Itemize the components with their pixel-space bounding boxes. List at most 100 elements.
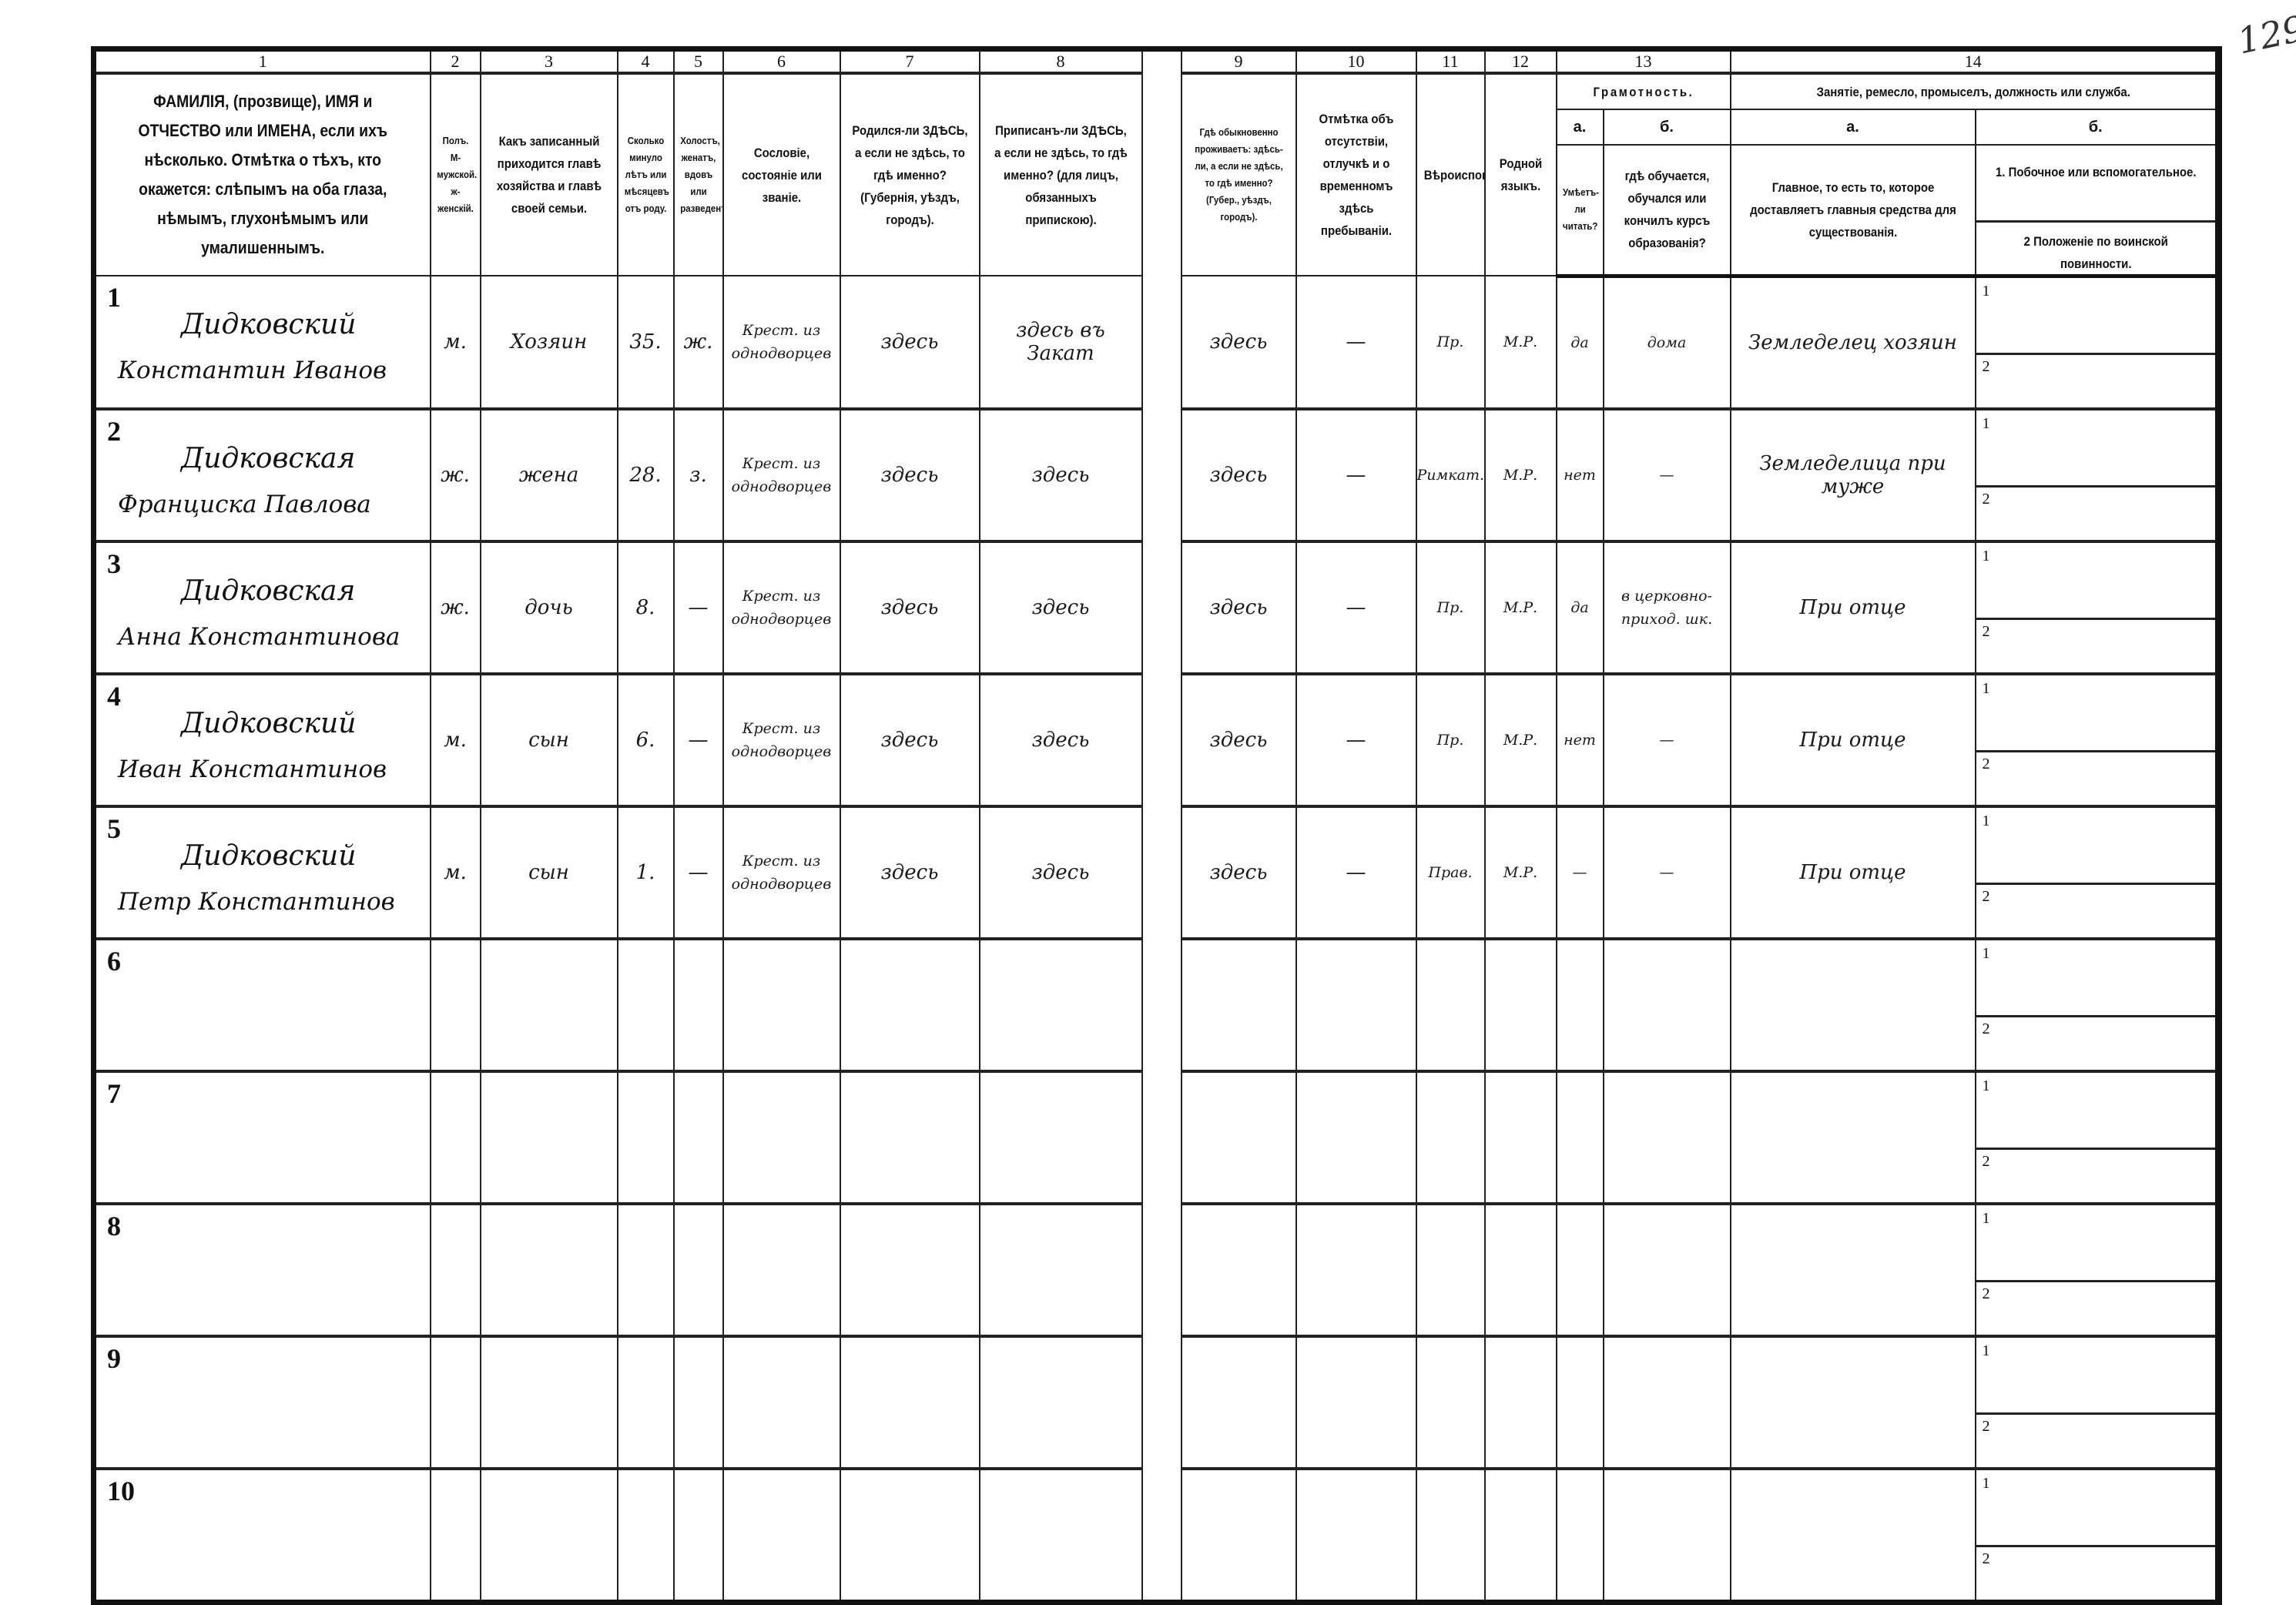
age-cell: 1.	[616, 805, 675, 940]
age-cell: 8.	[616, 540, 675, 675]
absence-cell	[1295, 937, 1417, 1073]
secondary-occupation-cell: 1 2	[1974, 407, 2220, 543]
sex-cell	[429, 1070, 481, 1205]
literacy-cell: да	[1555, 540, 1604, 675]
divider	[1976, 882, 2215, 885]
registration-cell	[978, 1202, 1143, 1338]
religion-cell: Пр.	[1415, 540, 1486, 675]
sex-cell	[429, 1335, 481, 1470]
estate-cell: Крест. из однодворцев	[722, 540, 841, 675]
residence-cell	[1180, 937, 1297, 1073]
marital-cell	[672, 937, 724, 1073]
literacy-cell	[1555, 1467, 1604, 1603]
sex-cell: м.	[429, 275, 481, 410]
secondary-occupation-cell: 1 2	[1974, 1070, 2220, 1205]
census-form-table: 1 2 3 4 5 6 7 8 9 10 11 12 13 14 ФАМИЛІЯ…	[91, 46, 2222, 1605]
relation-cell: жена	[479, 407, 618, 543]
estate-cell	[722, 1070, 841, 1205]
header-can-read: Умѣетъ-ли читать?	[1555, 144, 1604, 278]
row-number: 5	[107, 813, 121, 844]
sex-cell	[429, 1467, 481, 1603]
col-number: 2	[429, 48, 481, 75]
occupation-cell	[1729, 1070, 1976, 1205]
person-row: 3 Дидковская Анна Константинова ж. дочь 8. —…	[92, 540, 2220, 675]
sub-line-2-label: 2	[1982, 490, 1990, 508]
header-13b-label: б.	[1602, 109, 1731, 146]
marital-cell: —	[672, 540, 724, 675]
occupation-cell	[1729, 1335, 1976, 1470]
name-cell: 1 Дидковский Константин Иванов	[92, 275, 431, 410]
person-row: 5 Дидковский Петр Константинов м. сын 1. — Кр…	[92, 805, 2220, 940]
header-registered: Приписанъ-ли ЗДѢСЬ, а если не здѣсь, то …	[978, 72, 1143, 276]
language-cell: М.Р.	[1483, 672, 1557, 808]
header-secondary-occupation: 1. Побочное или вспомогательное. 2 Положе…	[1974, 144, 2220, 278]
relation-cell	[479, 1467, 618, 1603]
sub-line-2-label: 2	[1982, 1550, 1990, 1567]
marital-cell	[672, 1202, 724, 1338]
literacy-cell	[1555, 937, 1604, 1073]
occupation-cell: При отце	[1729, 540, 1976, 675]
language-cell	[1483, 1335, 1557, 1470]
residence-cell: здесь	[1180, 407, 1297, 543]
registration-cell: здесь въ Закат	[978, 275, 1143, 410]
row-number: 7	[107, 1077, 121, 1109]
religion-cell	[1415, 937, 1486, 1073]
row-number: 2	[107, 415, 121, 447]
religion-cell	[1415, 1202, 1486, 1338]
literacy-cell: да	[1555, 275, 1604, 410]
col-number: 5	[672, 48, 724, 75]
sex-cell: м.	[429, 805, 481, 940]
header-schooling: гдѣ обучается, обучался или кончилъ курс…	[1602, 144, 1731, 278]
schooling-cell: —	[1602, 407, 1731, 543]
relation-cell: Хозяин	[479, 275, 618, 410]
absence-cell: —	[1295, 275, 1417, 410]
name-cell: 10	[92, 1467, 431, 1603]
sub-line-2-label: 2	[1982, 1285, 1990, 1302]
estate-cell	[722, 1467, 841, 1603]
language-cell: М.Р.	[1483, 275, 1557, 410]
secondary-occupation-cell: 1 2	[1974, 540, 2220, 675]
col-number: 11	[1415, 48, 1486, 75]
secondary-occupation-cell: 1 2	[1974, 1335, 2220, 1470]
registration-cell	[978, 937, 1143, 1073]
header-13a-label: а.	[1555, 109, 1604, 146]
surname: Дидковский	[181, 707, 357, 739]
row-number: 1	[107, 282, 121, 313]
person-row: 2 Дидковская Франциска Павлова ж. жена 28. з…	[92, 407, 2220, 543]
given-names: Константин Иванов	[118, 357, 387, 384]
row-number: 8	[107, 1210, 121, 1241]
occupation-cell: При отце	[1729, 805, 1976, 940]
divider	[1976, 749, 2215, 752]
divider	[1976, 1412, 2215, 1415]
person-row: 9 1 2	[92, 1335, 2220, 1470]
birthplace-cell	[839, 1467, 980, 1603]
age-cell: 6.	[616, 672, 675, 808]
language-cell: М.Р.	[1483, 407, 1557, 543]
occupation-cell	[1729, 937, 1976, 1073]
marital-cell: з.	[672, 407, 724, 543]
absence-cell: —	[1295, 407, 1417, 543]
name-cell: 9	[92, 1335, 431, 1470]
marital-cell: —	[672, 805, 724, 940]
relation-cell	[479, 1202, 618, 1338]
absence-cell	[1295, 1467, 1417, 1603]
divider	[1976, 1014, 2215, 1017]
religion-cell: Пр.	[1415, 672, 1486, 808]
sub-line-1-label: 1	[1982, 944, 1990, 962]
literacy-cell: нет	[1555, 672, 1604, 808]
sex-cell: ж.	[429, 407, 481, 543]
marital-cell	[672, 1070, 724, 1205]
sub-line-2-label: 2	[1982, 887, 1990, 905]
header-subletter-row: а. б. а. б.	[94, 109, 2220, 146]
secondary-occupation-cell: 1 2	[1974, 672, 2220, 808]
residence-cell	[1180, 1202, 1297, 1338]
schooling-cell	[1602, 937, 1731, 1073]
occupation-cell: При отце	[1729, 672, 1976, 808]
person-row: 6 1 2	[92, 937, 2220, 1073]
occupation-cell	[1729, 1467, 1976, 1603]
registration-cell	[978, 1070, 1143, 1205]
literacy-cell	[1555, 1335, 1604, 1470]
estate-cell	[722, 1335, 841, 1470]
sex-cell: ж.	[429, 540, 481, 675]
registration-cell: здесь	[978, 672, 1143, 808]
